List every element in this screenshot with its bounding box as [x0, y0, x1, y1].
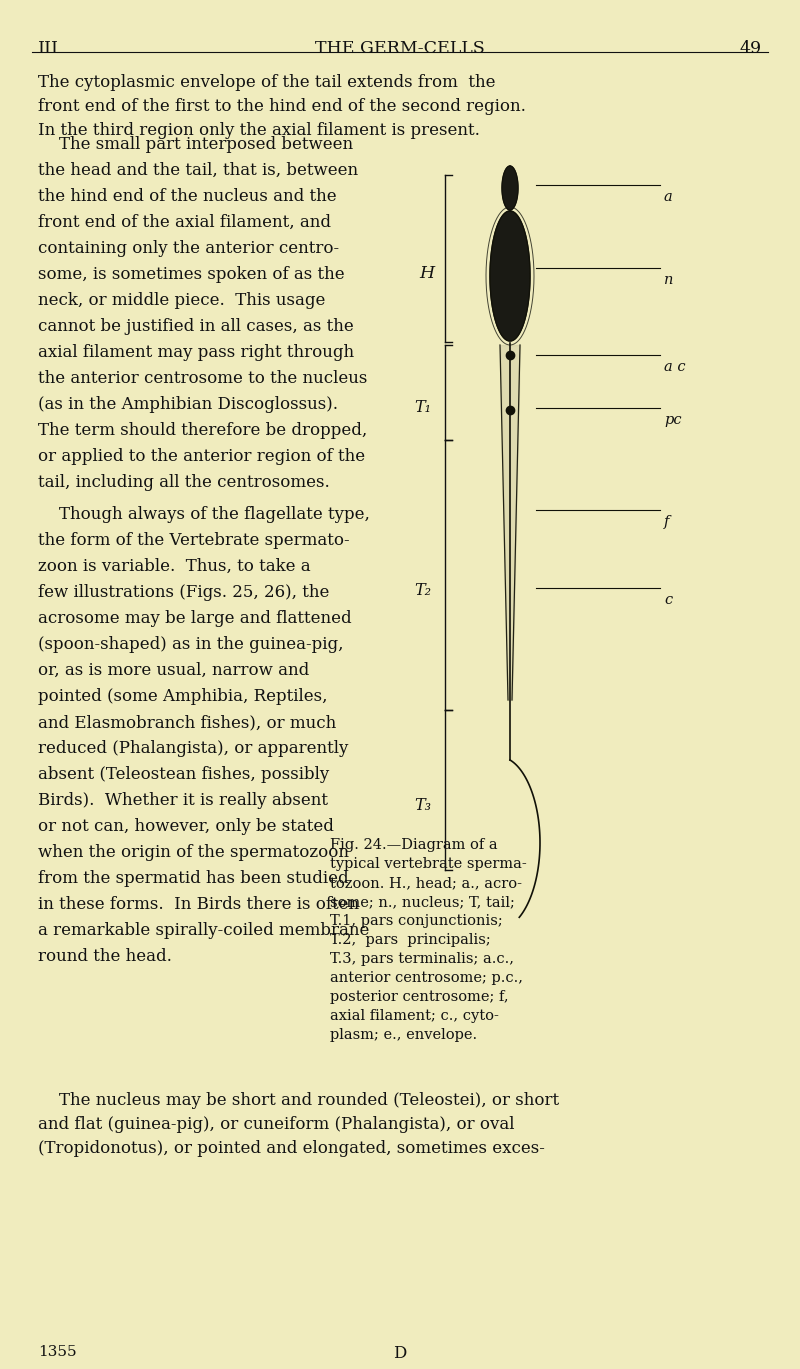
Text: in these forms.  In Birds there is often: in these forms. In Birds there is often: [38, 895, 359, 913]
Text: the head and the tail, that is, between: the head and the tail, that is, between: [38, 162, 358, 179]
Text: few illustrations (Figs. 25, 26), the: few illustrations (Figs. 25, 26), the: [38, 585, 330, 601]
Text: (as in the Amphibian Discoglossus).: (as in the Amphibian Discoglossus).: [38, 396, 338, 413]
Text: pointed (some Amphibia, Reptiles,: pointed (some Amphibia, Reptiles,: [38, 689, 327, 705]
Text: The nucleus may be short and rounded (Teleostei), or short: The nucleus may be short and rounded (Te…: [38, 1092, 559, 1109]
Text: anterior centrosome; p.c.,: anterior centrosome; p.c.,: [330, 971, 523, 986]
Text: cannot be justified in all cases, as the: cannot be justified in all cases, as the: [38, 318, 354, 335]
Text: f: f: [664, 515, 670, 528]
Text: T₃: T₃: [414, 797, 431, 815]
Text: the anterior centrosome to the nucleus: the anterior centrosome to the nucleus: [38, 370, 367, 387]
Text: the form of the Vertebrate spermato-: the form of the Vertebrate spermato-: [38, 533, 350, 549]
Text: 49: 49: [740, 40, 762, 57]
Text: or applied to the anterior region of the: or applied to the anterior region of the: [38, 448, 365, 465]
Text: round the head.: round the head.: [38, 947, 172, 965]
Text: from the spermatid has been studied: from the spermatid has been studied: [38, 871, 349, 887]
Text: reduced (Phalangista), or apparently: reduced (Phalangista), or apparently: [38, 741, 348, 757]
Text: a remarkable spirally-coiled membrane: a remarkable spirally-coiled membrane: [38, 921, 370, 939]
Text: T.2,  pars  principalis;: T.2, pars principalis;: [330, 934, 490, 947]
Text: absent (Teleostean fishes, possibly: absent (Teleostean fishes, possibly: [38, 767, 330, 783]
Text: Birds).  Whether it is really absent: Birds). Whether it is really absent: [38, 793, 328, 809]
Text: The cytoplasmic envelope of the tail extends from  the: The cytoplasmic envelope of the tail ext…: [38, 74, 495, 90]
Polygon shape: [490, 211, 530, 341]
Text: The small part interposed between: The small part interposed between: [38, 136, 353, 153]
Text: D: D: [394, 1344, 406, 1362]
Text: or not can, however, only be stated: or not can, however, only be stated: [38, 819, 334, 835]
Text: typical vertebrate sperma-: typical vertebrate sperma-: [330, 857, 526, 871]
Text: T₂: T₂: [414, 582, 431, 600]
Text: when the origin of the spermatozoon: when the origin of the spermatozoon: [38, 845, 349, 861]
Text: and flat (guinea-pig), or cuneiform (Phalangista), or oval: and flat (guinea-pig), or cuneiform (Pha…: [38, 1116, 514, 1134]
Text: front end of the axial filament, and: front end of the axial filament, and: [38, 214, 331, 231]
Text: tozoon. H., head; a., acro-: tozoon. H., head; a., acro-: [330, 876, 522, 890]
Text: pc: pc: [664, 413, 682, 427]
Text: plasm; e., envelope.: plasm; e., envelope.: [330, 1028, 477, 1042]
Text: some, is sometimes spoken of as the: some, is sometimes spoken of as the: [38, 266, 345, 283]
Polygon shape: [502, 166, 518, 209]
Text: or, as is more usual, narrow and: or, as is more usual, narrow and: [38, 663, 310, 679]
Text: containing only the anterior centro-: containing only the anterior centro-: [38, 240, 339, 257]
Text: T₁: T₁: [414, 400, 431, 416]
Text: axial filament; c., cyto-: axial filament; c., cyto-: [330, 1009, 499, 1023]
Text: c: c: [664, 593, 672, 606]
Text: T.3, pars terminalis; a.c.,: T.3, pars terminalis; a.c.,: [330, 951, 514, 967]
Text: zoon is variable.  Thus, to take a: zoon is variable. Thus, to take a: [38, 559, 310, 575]
Text: the hind end of the nucleus and the: the hind end of the nucleus and the: [38, 188, 337, 205]
Text: Though always of the flagellate type,: Though always of the flagellate type,: [38, 507, 370, 523]
Text: (spoon-shaped) as in the guinea-pig,: (spoon-shaped) as in the guinea-pig,: [38, 637, 343, 653]
Text: The term should therefore be dropped,: The term should therefore be dropped,: [38, 422, 367, 439]
Text: axial filament may pass right through: axial filament may pass right through: [38, 344, 354, 361]
Text: H: H: [419, 266, 434, 282]
Text: posterior centrosome; f,: posterior centrosome; f,: [330, 990, 509, 1003]
Text: (Tropidonotus), or pointed and elongated, sometimes exces-: (Tropidonotus), or pointed and elongated…: [38, 1140, 545, 1157]
Text: neck, or middle piece.  This usage: neck, or middle piece. This usage: [38, 292, 326, 309]
Text: T.1, pars conjunctionis;: T.1, pars conjunctionis;: [330, 914, 502, 928]
Text: 1355: 1355: [38, 1344, 77, 1359]
Text: III: III: [38, 40, 59, 57]
Text: a c: a c: [664, 360, 686, 374]
Text: n: n: [664, 272, 674, 287]
Text: some; n., nucleus; T, tail;: some; n., nucleus; T, tail;: [330, 895, 515, 909]
Text: and Elasmobranch fishes), or much: and Elasmobranch fishes), or much: [38, 715, 336, 731]
Text: acrosome may be large and flattened: acrosome may be large and flattened: [38, 611, 352, 627]
Text: tail, including all the centrosomes.: tail, including all the centrosomes.: [38, 474, 330, 491]
Text: THE GERM-CELLS: THE GERM-CELLS: [315, 40, 485, 57]
Text: In the third region only the axial filament is present.: In the third region only the axial filam…: [38, 122, 480, 140]
Text: a: a: [664, 190, 673, 204]
Text: front end of the first to the hind end of the second region.: front end of the first to the hind end o…: [38, 99, 526, 115]
Text: Fig. 24.—Diagram of a: Fig. 24.—Diagram of a: [330, 838, 498, 852]
